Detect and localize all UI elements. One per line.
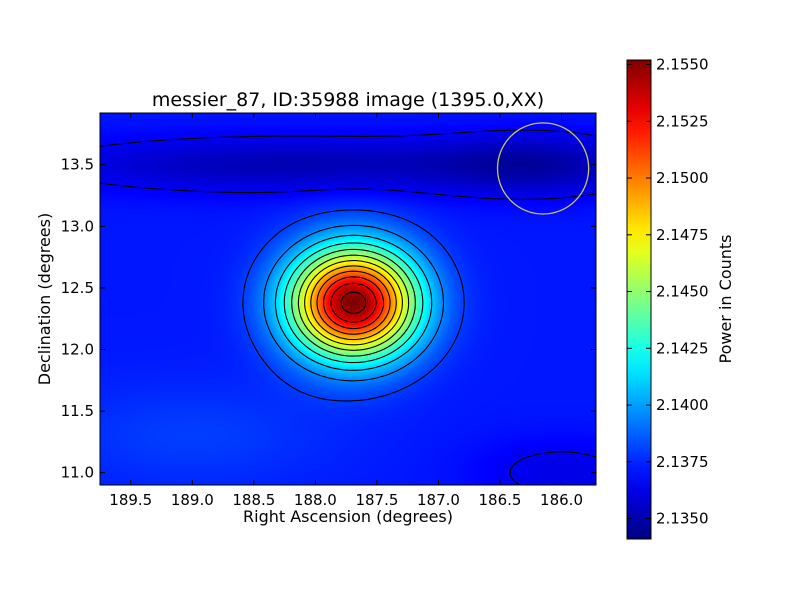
- contour-line: [263, 224, 444, 382]
- colorbar-tick-label: 2.1350: [656, 510, 709, 528]
- heatmap-image: [100, 113, 596, 485]
- beam-circle: [496, 122, 590, 215]
- y-tick-label: 11.5: [61, 402, 94, 420]
- colorbar-tick-label: 2.1475: [656, 226, 709, 244]
- colorbar-tick-label: 2.1425: [656, 339, 709, 357]
- chart-title: messier_87, ID:35988 image (1395.0,XX): [152, 89, 544, 111]
- y-axis: 11.0 11.5 12.0 12.5 13.0 13.5: [61, 156, 596, 482]
- x-tick-label: 186.5: [479, 491, 522, 509]
- x-tick-label: 186.0: [540, 491, 583, 509]
- colorbar-tick-label: 2.1525: [656, 112, 709, 130]
- contour-line: [316, 270, 391, 335]
- y-tick-label: 13.0: [61, 217, 94, 235]
- colorbar-tick-label: 2.1450: [656, 283, 709, 301]
- contour-line: [323, 276, 385, 330]
- colorbar-fill: [626, 59, 652, 540]
- contour-line: [274, 234, 433, 371]
- contour-lines: [100, 129, 596, 485]
- y-tick-label: 13.5: [61, 156, 94, 174]
- y-tick-label: 11.0: [61, 464, 94, 482]
- contour-line: [297, 254, 410, 351]
- contour-line: [310, 265, 397, 341]
- colorbar-ticks: 2.1350 2.1375 2.1400 2.1425 2.1450 2.1475 2.15…: [627, 56, 709, 528]
- colorbar-tick-label: 2.1400: [656, 396, 709, 414]
- plot-frame: [99, 112, 597, 486]
- contour-line: [304, 260, 403, 346]
- contour-line: [242, 209, 465, 402]
- y-axis-label: Declination (degrees): [35, 213, 54, 385]
- colorbar-label: Power in Counts: [716, 235, 735, 364]
- colorbar: 2.1350 2.1375 2.1400 2.1425 2.1450 2.1475 2.15…: [626, 56, 735, 540]
- colorbar-tick-label: 2.1500: [656, 169, 709, 187]
- contour-line: [283, 242, 424, 364]
- annotations: [496, 122, 590, 215]
- x-tick-label: 188.0: [294, 491, 337, 509]
- x-tick-label: 187.0: [417, 491, 460, 509]
- contour-line: [291, 248, 416, 357]
- x-tick-label: 189.0: [171, 491, 214, 509]
- plot-area: [99, 112, 597, 486]
- colorbar-tick-label: 2.1375: [656, 453, 709, 471]
- contour-line: [340, 291, 367, 314]
- x-axis-label: Right Ascension (degrees): [243, 507, 453, 526]
- x-axis: 189.5 189.0 188.5 188.0 187.5 187.0 186.5 186.0: [109, 113, 583, 509]
- contour-line: [330, 282, 377, 323]
- x-tick-label: 187.5: [355, 491, 398, 509]
- y-tick-label: 12.0: [61, 341, 94, 359]
- x-tick-label: 189.5: [109, 491, 152, 509]
- contour-line: [100, 129, 596, 485]
- y-tick-label: 12.5: [61, 279, 94, 297]
- colorbar-tick-label: 2.1550: [656, 56, 709, 74]
- x-tick-label: 188.5: [232, 491, 275, 509]
